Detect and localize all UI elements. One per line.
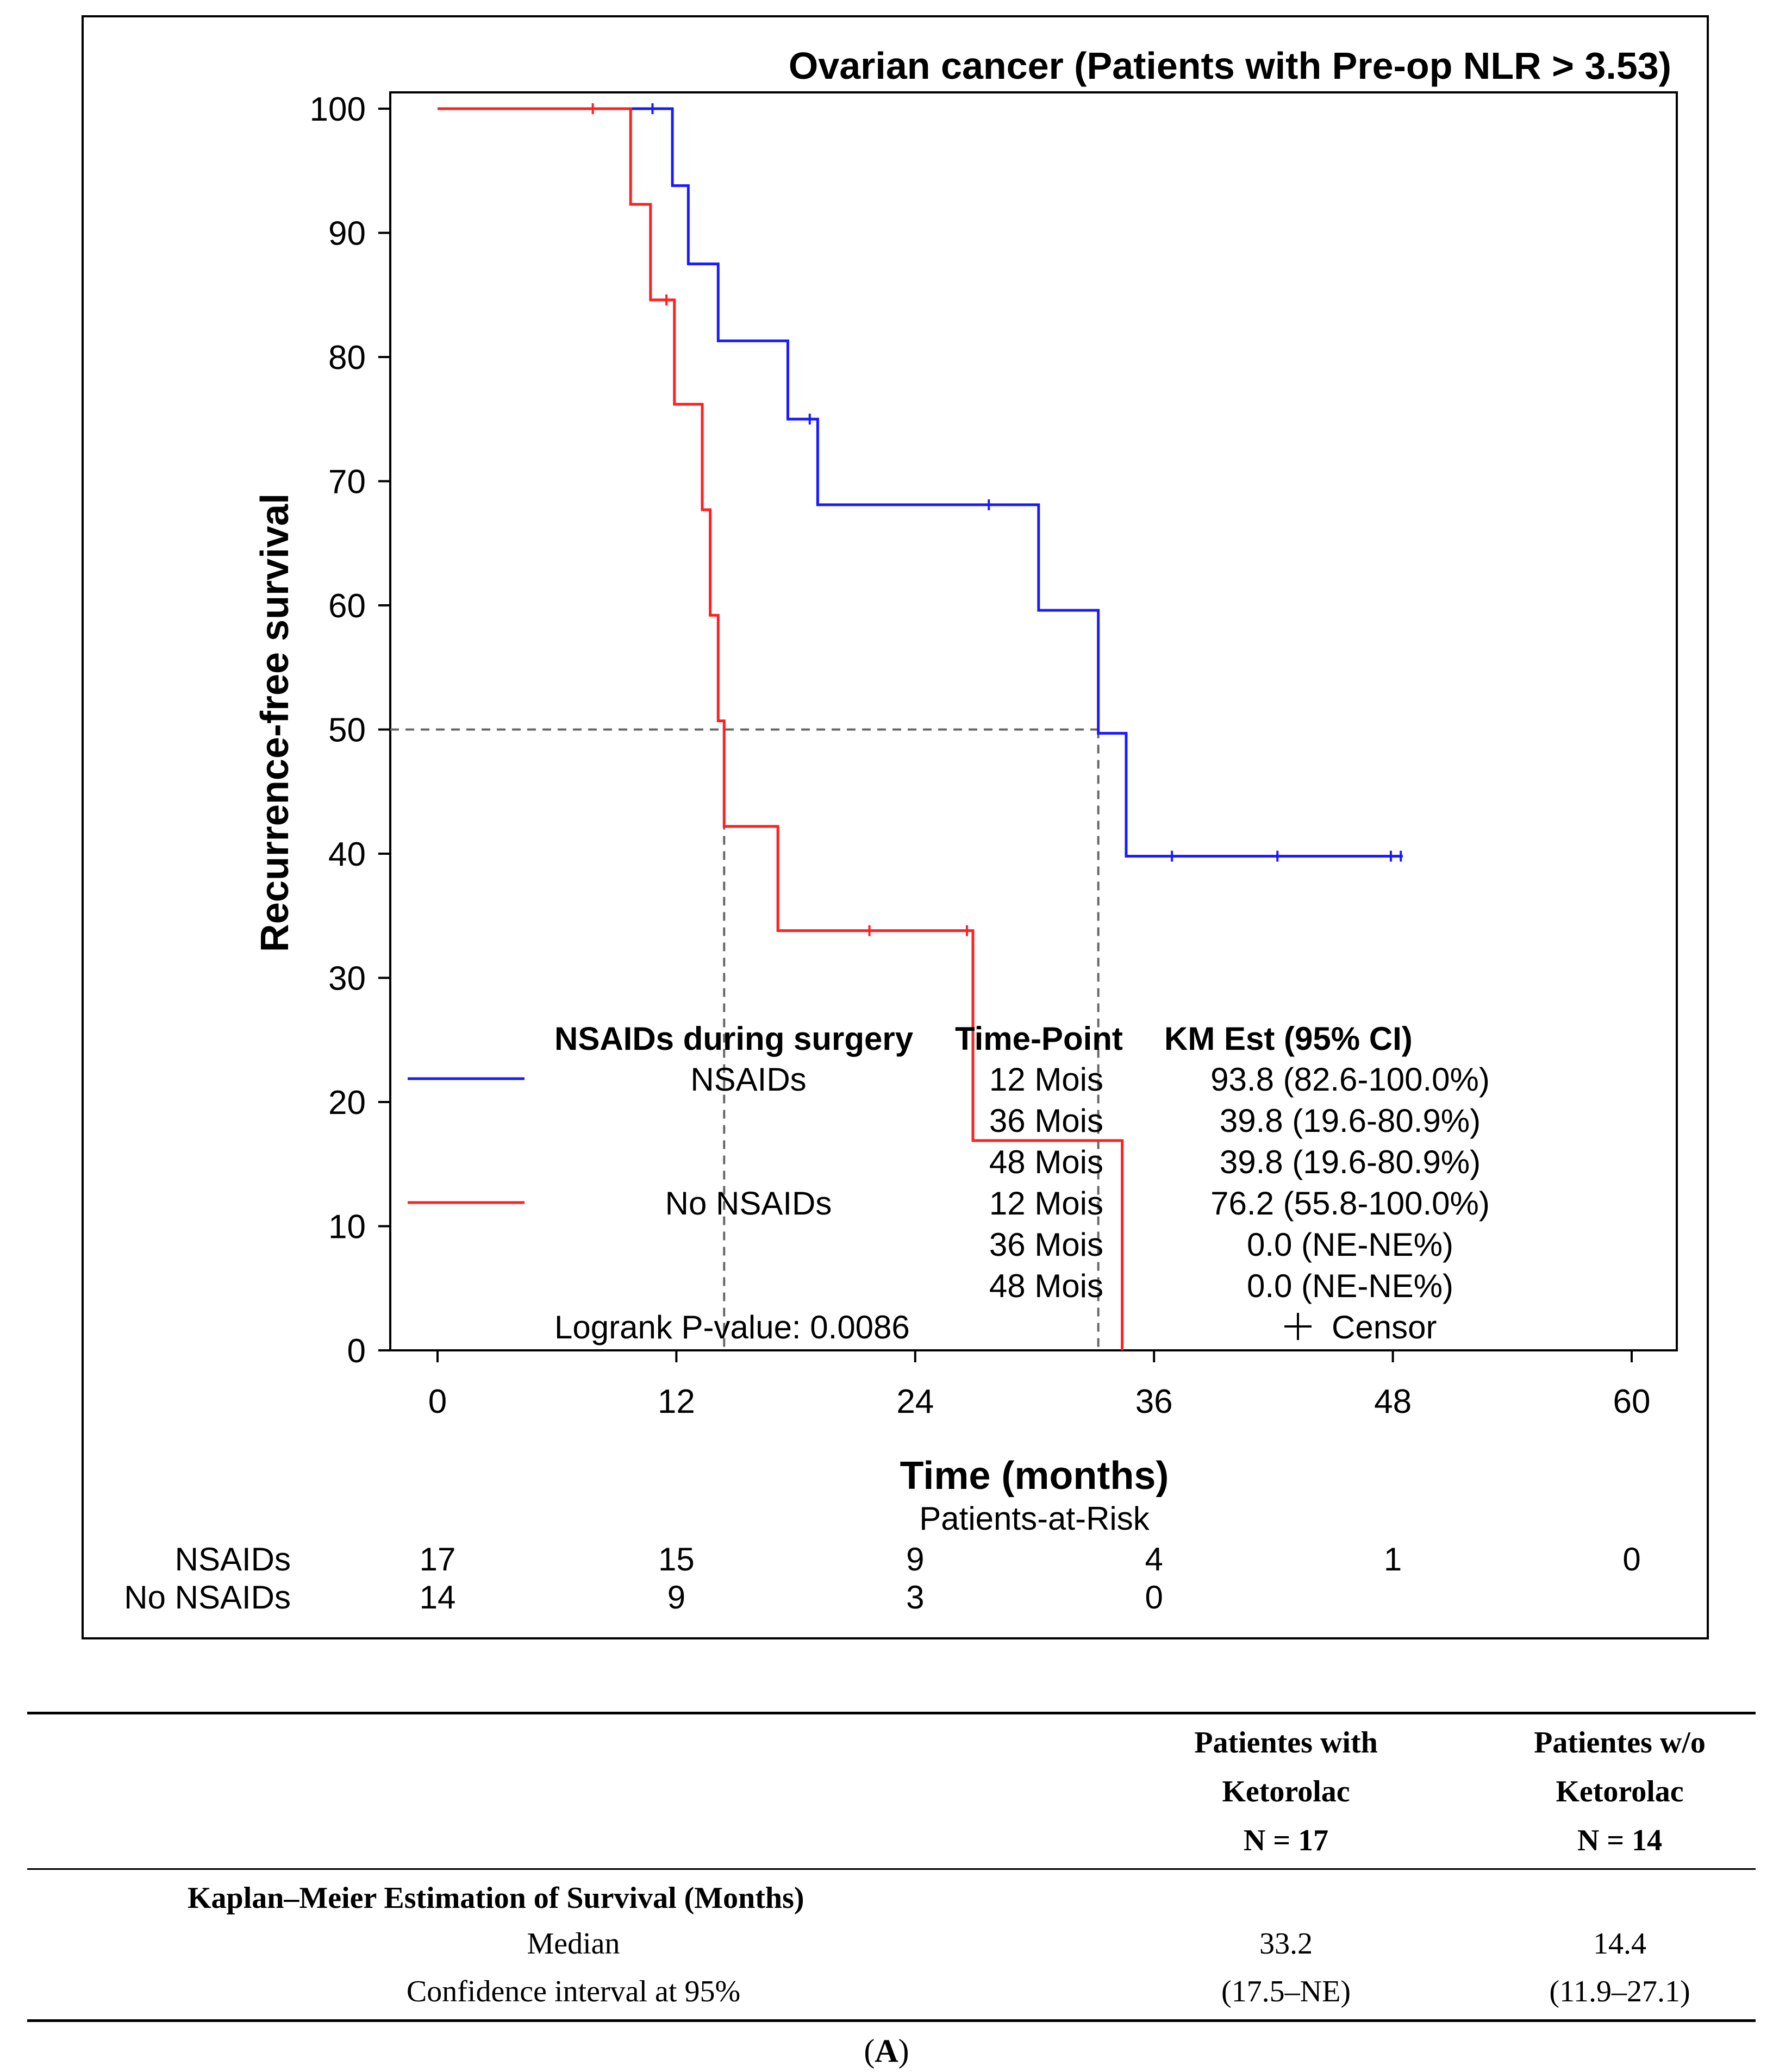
risk-row-label: NSAIDs bbox=[175, 1541, 291, 1578]
caption-paren-open: ( bbox=[864, 2033, 875, 2069]
figure-caption: (A) bbox=[0, 2032, 1773, 2070]
y-tick-label: 70 bbox=[328, 464, 366, 501]
risk-count: 17 bbox=[420, 1541, 456, 1578]
y-tick-label: 20 bbox=[328, 1084, 366, 1122]
risk-count: 0 bbox=[1622, 1541, 1640, 1578]
chart-outer-frame bbox=[82, 15, 1709, 1639]
legend-km-estimate: 76.2 (55.8-100.0%) bbox=[1210, 1185, 1490, 1222]
x-tick-label: 24 bbox=[896, 1383, 934, 1420]
y-tick-label: 60 bbox=[328, 587, 366, 625]
legend-timepoint: 48 Mois bbox=[989, 1268, 1103, 1304]
row-label-median: Median bbox=[527, 1927, 620, 1961]
y-axis-label: Recurrence-free survival bbox=[253, 493, 297, 952]
legend-timepoint: 36 Mois bbox=[989, 1103, 1103, 1139]
x-tick-label: 36 bbox=[1135, 1383, 1173, 1420]
risk-table-title: Patients-at-Risk bbox=[919, 1500, 1150, 1537]
risk-row-label: No NSAIDs bbox=[124, 1579, 291, 1616]
column-header-line: Ketorolac bbox=[1222, 1775, 1350, 1808]
row-label-confidence-interval: Confidence interval at 95% bbox=[406, 1975, 741, 2008]
legend-header-group: NSAIDs during surgery bbox=[554, 1021, 914, 1057]
legend-header-timepoint: Time-Point bbox=[955, 1021, 1123, 1057]
y-tick-label: 0 bbox=[347, 1332, 366, 1370]
median-with-ketorolac: 33.2 bbox=[1259, 1927, 1313, 1961]
table-top-rule bbox=[27, 1712, 1756, 1714]
legend-header-km-est: KM Est (95% CI) bbox=[1164, 1021, 1413, 1057]
x-tick-label: 0 bbox=[428, 1383, 447, 1420]
column-header-line: Patientes with bbox=[1194, 1726, 1378, 1760]
y-tick-label: 50 bbox=[328, 712, 366, 749]
y-tick-label: 90 bbox=[328, 215, 366, 253]
table-header-rule bbox=[27, 1868, 1756, 1870]
column-header-line: Ketorolac bbox=[1556, 1775, 1684, 1808]
y-tick-label: 80 bbox=[328, 339, 366, 377]
risk-count: 4 bbox=[1145, 1541, 1163, 1578]
table-bottom-rule bbox=[27, 2019, 1756, 2022]
risk-count: 9 bbox=[906, 1541, 924, 1578]
legend-timepoint: 12 Mois bbox=[989, 1061, 1103, 1098]
column-header-with-ketorolac: Patientes with Ketorolac N = 17 bbox=[1194, 1718, 1378, 1865]
legend-km-estimate: 0.0 (NE-NE%) bbox=[1247, 1226, 1453, 1263]
legend-group-label: No NSAIDs bbox=[665, 1185, 832, 1222]
column-header-without-ketorolac: Patientes w/o Ketorolac N = 14 bbox=[1534, 1718, 1706, 1865]
caption-letter: A bbox=[875, 2033, 898, 2069]
plot-area-frame bbox=[389, 91, 1678, 1351]
y-tick-label: 40 bbox=[328, 836, 366, 873]
legend-timepoint: 48 Mois bbox=[989, 1144, 1103, 1180]
x-tick-label: 60 bbox=[1613, 1383, 1651, 1420]
risk-count: 15 bbox=[658, 1541, 695, 1578]
legend-timepoint: 12 Mois bbox=[989, 1185, 1103, 1222]
legend-km-estimate: 39.8 (19.6-80.9%) bbox=[1220, 1144, 1481, 1180]
y-tick-label: 10 bbox=[328, 1209, 366, 1246]
y-tick-label: 100 bbox=[310, 91, 366, 128]
section-title: Kaplan–Meier Estimation of Survival (Mon… bbox=[188, 1881, 804, 1915]
x-axis-label: Time (months) bbox=[900, 1454, 1169, 1498]
caption-paren-close: ) bbox=[898, 2033, 909, 2069]
risk-count: 14 bbox=[420, 1579, 456, 1616]
column-header-line: Patientes w/o bbox=[1534, 1726, 1706, 1760]
chart-title: Ovarian cancer (Patients with Pre-op NLR… bbox=[789, 45, 1671, 87]
kaplan-meier-chart: Ovarian cancer (Patients with Pre-op NLR… bbox=[82, 15, 1709, 1639]
risk-count: 9 bbox=[667, 1579, 685, 1616]
censor-legend-label: Censor bbox=[1332, 1309, 1437, 1345]
y-tick-label: 30 bbox=[328, 960, 366, 998]
ci-without-ketorolac: (11.9–27.1) bbox=[1549, 1975, 1690, 2008]
median-without-ketorolac: 14.4 bbox=[1593, 1927, 1646, 1961]
legend-timepoint: 36 Mois bbox=[989, 1226, 1103, 1263]
column-header-line: N = 14 bbox=[1577, 1824, 1663, 1857]
logrank-pvalue: Logrank P-value: 0.0086 bbox=[554, 1309, 910, 1345]
x-tick-label: 48 bbox=[1374, 1383, 1412, 1420]
column-header-line: N = 17 bbox=[1243, 1824, 1329, 1857]
legend-km-estimate: 0.0 (NE-NE%) bbox=[1247, 1268, 1453, 1304]
ci-with-ketorolac: (17.5–NE) bbox=[1221, 1975, 1351, 2008]
legend-group-label: NSAIDs bbox=[690, 1061, 806, 1098]
survival-curve-nsaids bbox=[438, 107, 1403, 858]
survival-curve-no-nsaids bbox=[438, 107, 1124, 1350]
legend-km-estimate: 93.8 (82.6-100.0%) bbox=[1210, 1061, 1490, 1098]
x-tick-label: 12 bbox=[658, 1383, 695, 1420]
risk-count: 1 bbox=[1384, 1541, 1402, 1578]
risk-count: 0 bbox=[1145, 1579, 1163, 1616]
legend-km-estimate: 39.8 (19.6-80.9%) bbox=[1220, 1103, 1481, 1139]
risk-count: 3 bbox=[906, 1579, 924, 1616]
